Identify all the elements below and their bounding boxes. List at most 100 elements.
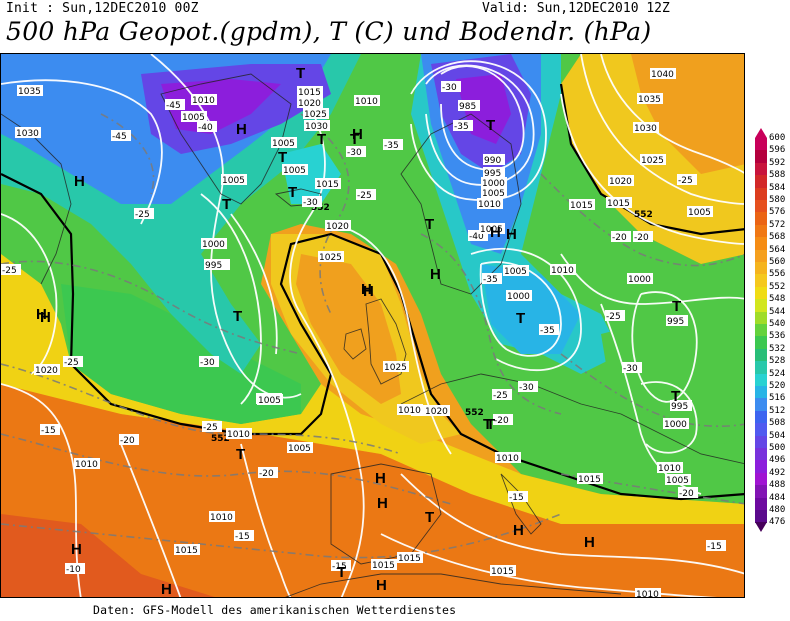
svg-text:1005: 1005 bbox=[688, 208, 711, 218]
svg-text:990: 990 bbox=[484, 156, 501, 166]
legend-level-label: 532 bbox=[769, 343, 786, 354]
svg-text:-35: -35 bbox=[540, 326, 555, 336]
svg-text:-20: -20 bbox=[612, 233, 627, 243]
temp-label: -20 bbox=[633, 231, 653, 243]
pressure-label: 995 bbox=[483, 167, 505, 179]
isobar-21 bbox=[380, 533, 718, 597]
legend-swatch bbox=[755, 348, 767, 362]
low-center-marker: T bbox=[486, 117, 495, 134]
svg-text:-25: -25 bbox=[64, 358, 79, 368]
legend-swatch bbox=[755, 510, 767, 523]
svg-text:1010: 1010 bbox=[412, 407, 435, 417]
low-center-marker: T bbox=[317, 131, 326, 148]
low-center-marker: T bbox=[483, 416, 492, 433]
legend-swatch bbox=[755, 138, 767, 151]
pressure-label: 995 bbox=[204, 259, 230, 271]
isobar-8 bbox=[425, 64, 535, 186]
isotherm-4 bbox=[1, 513, 562, 559]
high-center-marker: H bbox=[490, 224, 501, 241]
pressure-label: 1005 bbox=[479, 223, 505, 235]
pressure-label: 1005 bbox=[221, 174, 247, 186]
svg-text:1000: 1000 bbox=[628, 275, 651, 285]
pressure-label: 995 bbox=[670, 400, 692, 412]
svg-text:1035: 1035 bbox=[638, 95, 661, 105]
svg-text:1000: 1000 bbox=[507, 292, 530, 302]
temp-label: -35 bbox=[383, 139, 403, 151]
legend-swatch bbox=[755, 237, 767, 251]
pressure-label: 1030 bbox=[633, 122, 659, 134]
high-center-marker: H bbox=[236, 121, 247, 138]
svg-text:-25: -25 bbox=[2, 266, 17, 276]
svg-text:-15: -15 bbox=[41, 426, 56, 436]
temp-label: -20 bbox=[611, 231, 631, 243]
legend-level-label: 596 bbox=[769, 145, 786, 156]
svg-text:1005: 1005 bbox=[258, 396, 281, 406]
contour-552-label: 552 bbox=[465, 408, 484, 418]
pressure-label: 1010 bbox=[635, 588, 661, 597]
temp-label: -45 bbox=[111, 130, 131, 142]
isotherm-7 bbox=[540, 173, 744, 267]
high-center-marker: H bbox=[363, 283, 374, 300]
pressure-label: 1010 bbox=[495, 452, 521, 464]
pressure-label: 1000 bbox=[481, 177, 507, 189]
coast-greenland bbox=[160, 73, 292, 205]
svg-text:-10: -10 bbox=[66, 565, 81, 575]
svg-text:1015: 1015 bbox=[398, 554, 421, 564]
svg-text:-30: -30 bbox=[442, 83, 457, 93]
svg-text:1020: 1020 bbox=[298, 99, 321, 109]
temp-label: -20 bbox=[493, 414, 513, 426]
isobar-3 bbox=[200, 193, 262, 405]
temp-label: -35 bbox=[539, 324, 559, 336]
pressure-label: 1010 bbox=[397, 404, 423, 416]
legend-swatch bbox=[755, 187, 767, 201]
temp-label: -25 bbox=[202, 421, 222, 433]
high-center-marker: H bbox=[375, 470, 386, 487]
temp-label: -45 bbox=[165, 99, 185, 111]
isobar-22 bbox=[1, 213, 58, 375]
svg-text:1010: 1010 bbox=[478, 200, 501, 210]
svg-text:-25: -25 bbox=[135, 210, 150, 220]
pressure-label: 1015 bbox=[297, 86, 323, 98]
svg-text:1015: 1015 bbox=[578, 475, 601, 485]
svg-text:1005: 1005 bbox=[222, 176, 245, 186]
pressure-label: 1015 bbox=[397, 552, 423, 564]
svg-text:-45: -45 bbox=[166, 101, 181, 111]
low-center-marker: T bbox=[425, 216, 434, 233]
map-title: 500 hPa Geopot.(gpdm), T (C) und Bodendr… bbox=[6, 17, 652, 46]
coast-britain bbox=[365, 298, 407, 385]
pressure-label: 1000 bbox=[506, 290, 532, 302]
isobar-17 bbox=[1, 383, 82, 597]
temp-label: -25 bbox=[677, 174, 697, 186]
isotherm-3 bbox=[1, 433, 452, 505]
pressure-label: 1010 bbox=[191, 94, 217, 106]
legend-arrow-down-icon bbox=[755, 522, 767, 533]
legend-swatch bbox=[755, 175, 767, 189]
fill-orange-south bbox=[1, 384, 744, 597]
high-center-marker: H bbox=[36, 306, 47, 323]
svg-text:995: 995 bbox=[667, 317, 684, 327]
pressure-label: 1020 bbox=[424, 405, 450, 417]
pressure-label: 1025 bbox=[640, 154, 666, 166]
legend-level-label: 512 bbox=[769, 405, 786, 416]
pressure-label: 985 bbox=[458, 100, 480, 112]
pressure-label: 995 bbox=[666, 315, 688, 327]
weather-map: 552 552 552 552 -45 -40 -45 -30 -35 -25 … bbox=[0, 53, 745, 598]
svg-text:-25: -25 bbox=[606, 312, 621, 322]
pressure-label: 1025 bbox=[303, 108, 329, 120]
pressure-label: 1010 bbox=[657, 462, 683, 474]
legend-level-label: 516 bbox=[769, 393, 786, 404]
pressure-label: 1005 bbox=[257, 394, 283, 406]
valid-time: Valid: Sun,12DEC2010 12Z bbox=[482, 1, 670, 16]
legend-level-label: 480 bbox=[769, 505, 786, 515]
low-center-marker: T bbox=[486, 416, 495, 433]
legend-level-label: 564 bbox=[769, 244, 786, 255]
pressure-label: 1015 bbox=[569, 199, 595, 211]
svg-text:-25: -25 bbox=[493, 391, 508, 401]
legend-level-label: 488 bbox=[769, 480, 786, 491]
temp-label: -15 bbox=[508, 491, 528, 503]
svg-text:1005: 1005 bbox=[482, 189, 505, 199]
svg-text:-30: -30 bbox=[623, 364, 638, 374]
low-center-marker: T bbox=[222, 196, 231, 213]
svg-text:1005: 1005 bbox=[288, 444, 311, 454]
pressure-label: 1005 bbox=[282, 164, 308, 176]
